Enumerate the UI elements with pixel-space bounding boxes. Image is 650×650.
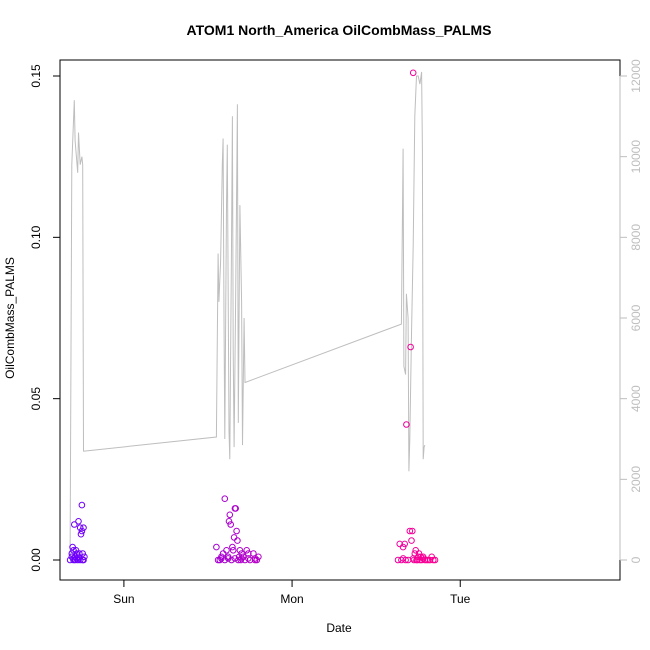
data-point: [399, 555, 407, 562]
data-point: [223, 547, 230, 554]
chart-title: ATOM1 North_America OilCombMass_PALMS: [187, 22, 492, 38]
secondary-line: [69, 71, 426, 557]
data-point: [408, 537, 415, 544]
data-point: [227, 521, 234, 528]
data-point: [80, 524, 87, 532]
data-point: [216, 556, 224, 564]
data-point: [228, 556, 235, 564]
x-tick-label: Mon: [280, 592, 303, 606]
data-point: [73, 555, 81, 562]
data-point: [418, 556, 425, 564]
data-point: [232, 505, 239, 512]
data-point: [221, 495, 229, 503]
x-tick-label: Sun: [113, 592, 134, 606]
y2-tick-label: 4000: [629, 385, 643, 412]
data-point: [76, 524, 84, 532]
data-point: [77, 530, 85, 538]
y-axis-ticks: 0.00 0.05 0.10 0.15: [29, 64, 60, 572]
data-point: [407, 343, 414, 351]
data-point: [399, 543, 407, 551]
data-point: [224, 555, 232, 562]
data-point: [226, 511, 234, 519]
data-point: [229, 543, 236, 551]
data-point: [238, 555, 245, 562]
data-point: [218, 555, 225, 562]
y2-tick-label: 2000: [629, 466, 643, 493]
data-point: [78, 527, 86, 535]
data-point: [409, 527, 416, 535]
data-point: [75, 518, 82, 525]
data-point: [229, 547, 237, 554]
data-point: [233, 527, 240, 535]
data-point: [235, 556, 242, 564]
x-axis-label: Date: [326, 621, 352, 635]
data-point: [76, 555, 83, 562]
data-point: [234, 537, 241, 544]
data-point: [398, 556, 405, 564]
data-point: [213, 543, 220, 551]
data-point: [253, 556, 261, 564]
y-tick-label: 0.00: [29, 548, 43, 572]
x-axis-ticks: Sun Mon Tue: [113, 580, 471, 606]
data-point: [426, 556, 434, 564]
plot-box: [59, 59, 621, 581]
data-point: [230, 534, 238, 541]
data-point: [243, 547, 250, 554]
data-point: [71, 521, 78, 528]
data-point: [415, 550, 423, 557]
y2-tick-label: 8000: [629, 224, 643, 251]
data-point: [419, 555, 427, 562]
data-point: [236, 547, 244, 554]
data-point: [403, 421, 410, 428]
data-point: [238, 550, 245, 557]
data-point: [241, 556, 249, 564]
y2-tick-label: 10000: [629, 140, 643, 174]
data-point: [245, 555, 252, 562]
y2-axis-ticks: 0 2000 4000 6000 8000 10000 12000: [619, 59, 643, 563]
y2-tick-label: 6000: [629, 304, 643, 331]
data-point: [245, 550, 252, 557]
data-point: [231, 555, 239, 562]
data-point: [80, 556, 87, 564]
secondary-line-series: [69, 71, 426, 557]
y-tick-label: 0.15: [29, 64, 43, 88]
y2-tick-label: 0: [629, 556, 643, 563]
data-point: [78, 501, 86, 509]
data-point: [79, 550, 86, 557]
y-tick-label: 0.05: [29, 387, 43, 411]
data-point: [401, 540, 409, 548]
data-point: [251, 555, 259, 562]
y2-tick-label: 12000: [629, 59, 643, 93]
data-point: [255, 553, 262, 561]
data-point: [225, 518, 233, 525]
y-axis-label: OilCombMass_PALMS: [3, 257, 17, 379]
data-point: [431, 556, 439, 564]
data-point: [409, 555, 417, 562]
y-tick-label: 0.10: [29, 225, 43, 249]
scatter-series: [66, 69, 439, 564]
data-point: [66, 556, 74, 564]
data-point: [412, 547, 420, 554]
data-point: [409, 69, 417, 77]
data-point: [406, 527, 414, 535]
x-tick-label: Tue: [450, 592, 471, 606]
